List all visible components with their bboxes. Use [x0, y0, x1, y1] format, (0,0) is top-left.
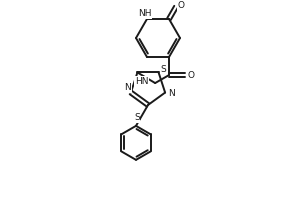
Text: NH: NH: [138, 9, 152, 18]
Text: N: N: [168, 89, 175, 98]
Text: HN: HN: [135, 77, 148, 86]
Text: S: S: [161, 65, 167, 74]
Text: N: N: [124, 83, 131, 92]
Text: S: S: [134, 113, 140, 122]
Text: O: O: [178, 1, 184, 10]
Text: O: O: [188, 71, 194, 80]
